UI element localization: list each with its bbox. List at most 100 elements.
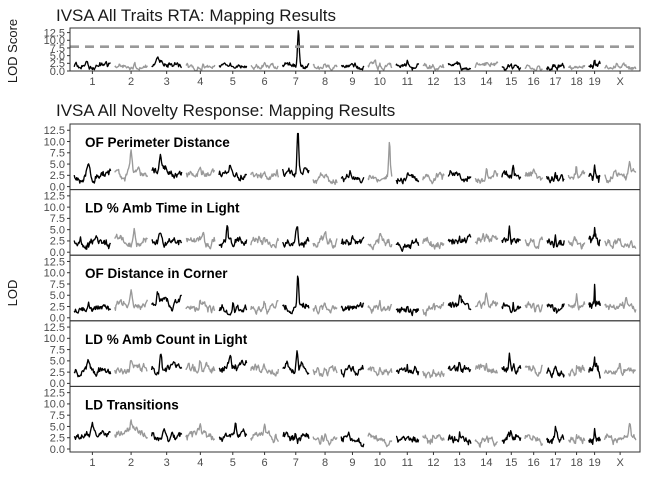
top-chart-x-tick-label: 10: [374, 76, 386, 88]
panel-4-chr-X-line: [603, 362, 637, 377]
panel-1-chr-17-line: [546, 171, 565, 184]
panel-2-title: LD % Amb Time in Light: [85, 201, 240, 216]
top-chr-1-line: [73, 60, 111, 71]
top-chr-2-line: [114, 61, 148, 71]
panel-1-chr-7-line: [281, 132, 310, 178]
panel-3-chr-16-line: [524, 301, 544, 313]
top-chr-5-line: [218, 62, 248, 69]
panel-4-chr-7-line: [282, 350, 310, 375]
panel-5-frame: [69, 385, 641, 453]
panel-4-chr-11-line: [395, 363, 420, 376]
panel-1-chr-15-line: [501, 164, 522, 180]
panel-3-y-tick-label: 12.5: [44, 256, 65, 268]
panel-3-y-tick-label: 0.0: [50, 313, 65, 325]
panel-5-chr-10-line: [367, 432, 393, 448]
panel-2-chr-18-line: [567, 236, 586, 250]
top-chr-18-line: [567, 64, 586, 71]
panel-2-chr-14-line: [474, 232, 499, 245]
panel-2-chr-6-line: [250, 235, 280, 249]
panel-3-y-tick-label: 5.0: [50, 290, 65, 302]
panel-3-chr-1-line: [73, 301, 112, 314]
panel-1-y-tick-label: 10.0: [44, 136, 65, 148]
panel-4-frame: [69, 320, 641, 387]
bottom-chart-title: IVSA All Novelty Response: Mapping Resul…: [56, 101, 395, 120]
panel-3-y-tick-label: 7.5: [50, 279, 65, 291]
panel-4-chr-1-line: [73, 358, 112, 378]
panel-4-title: LD % Amb Count in Light: [85, 332, 248, 347]
panel-4-chr-2-line: [114, 359, 148, 375]
bottom-chart-x-tick-label: 15: [505, 457, 517, 469]
bottom-chart-x-tick-label: 8: [322, 457, 328, 469]
panel-1-chr-6-line: [250, 169, 280, 181]
top-chart-x-tick-label: 9: [349, 76, 355, 88]
top-chart-x-tick-label: 14: [480, 76, 492, 88]
top-chart: IVSA All Traits RTA: Mapping Results LOD…: [5, 6, 641, 88]
bottom-chart-x-ticks: 1 2 3 4 5 6 7 8 9 10 11 12 13 14 15 16 17 18 19 X: [89, 452, 624, 469]
panel-5-chr-9-line: [340, 431, 365, 448]
top-chr-6-line: [250, 61, 279, 70]
panel-5-chr-17-line: [546, 425, 565, 445]
panel-3-chr-17-line: [546, 303, 565, 314]
top-chr-15-line: [501, 63, 522, 72]
bottom-chart-x-tick-label: 7: [293, 457, 299, 469]
top-chart-x-tick-label: 6: [262, 76, 268, 88]
bottom-chart-x-tick-label: 12: [427, 457, 439, 469]
panel-1-y-tick-label: 12.5: [44, 125, 65, 137]
panel-1-y-tick-label: 7.5: [50, 148, 65, 160]
panel-3-chr-X-line: [604, 296, 637, 313]
panel-2-chr-8-line: [312, 231, 338, 249]
panel-5-chr-19-line: [588, 427, 601, 445]
panel-1-chr-3-line: [151, 153, 183, 179]
panel-4-y-tick-label: 12.5: [44, 322, 65, 334]
panel-5-chr-18-line: [568, 434, 586, 445]
panel-5-chr-2-line: [114, 419, 148, 439]
panel-2-chr-12-line: [422, 236, 445, 250]
panel-2: 0.02.55.07.510.012.5 LD % Amb Time in Lig…: [44, 189, 641, 259]
bottom-chart-x-tick-label: 2: [128, 457, 134, 469]
panel-3-chr-12-line: [422, 301, 445, 317]
panel-4-chr-13-line: [447, 361, 472, 373]
panel-4-y-tick-label: 5.0: [50, 356, 65, 368]
panel-1-y-tick-label: 5.0: [50, 159, 65, 171]
panel-3-chr-4-line: [185, 299, 216, 314]
top-chart-y-tick-label: 12.5: [44, 27, 65, 39]
panel-5-chr-5-line: [218, 422, 248, 443]
top-chr-8-line: [312, 63, 338, 71]
panel-4-y-tick-label: 2.5: [50, 367, 65, 379]
panel-3-chr-3-line: [151, 291, 183, 312]
bottom-chart-x-tick-label: 16: [528, 457, 540, 469]
top-chart-y-tick-label: 2.5: [50, 58, 65, 70]
top-chart-x-tick-label: 3: [164, 76, 170, 88]
panel-1-chr-X-line: [604, 160, 637, 184]
panel-2-y-tick-label: 10.0: [44, 202, 65, 214]
panel-2-y-tick-label: 0.0: [50, 247, 65, 259]
bottom-chart-x-tick-label: 17: [549, 457, 561, 469]
panel-2-chr-19-line: [588, 226, 601, 247]
panel-1-chr-4-line: [185, 166, 216, 178]
top-chart-title: IVSA All Traits RTA: Mapping Results: [56, 6, 336, 25]
panel-4-chr-18-line: [567, 364, 586, 377]
panel-3: 0.02.55.07.510.012.5 OF Distance in Corne…: [44, 254, 641, 325]
panel-4-chr-5-line: [218, 354, 248, 373]
panel-5-y-tick-label: 5.0: [50, 421, 65, 433]
panel-5-chr-3-line: [150, 428, 183, 443]
top-chart-x-tick-label: 13: [453, 76, 465, 88]
panel-3-chr-10-line: [367, 299, 393, 314]
top-chart-x-tick-label: 5: [230, 76, 236, 88]
panel-2-chr-15-line: [501, 225, 521, 245]
bottom-chart-x-tick-label: 10: [374, 457, 386, 469]
bottom-chart: IVSA All Novelty Response: Mapping Resul…: [5, 101, 641, 469]
top-chart-x-tick-label: 2: [128, 76, 134, 88]
panel-2-chr-17-line: [546, 234, 565, 249]
panel-1-chr-13-line: [447, 170, 472, 183]
panel-5-chr-15-line: [501, 430, 522, 444]
panel-5-chr-6-line: [250, 423, 280, 444]
bottom-chart-x-tick-label: 5: [230, 457, 236, 469]
panel-2-y-tick-label: 5.0: [50, 224, 65, 236]
panel-2-chr-1-line: [73, 235, 112, 250]
panel-5-chr-1-line: [73, 421, 111, 440]
top-chart-y-ticks: 0.02.55.07.510.012.5: [44, 27, 70, 78]
panel-4-chr-19-line: [588, 356, 601, 379]
top-chart-x-tick-label: 19: [588, 76, 600, 88]
bottom-chart-panels: 0.02.55.07.510.012.5OF Perimeter Distanc…: [44, 123, 641, 456]
